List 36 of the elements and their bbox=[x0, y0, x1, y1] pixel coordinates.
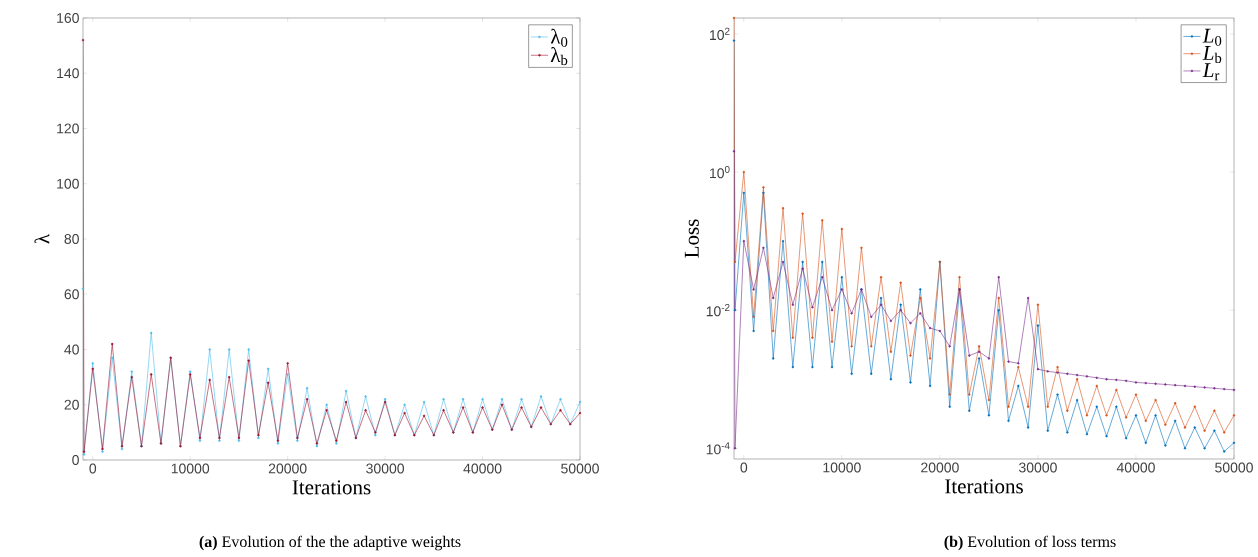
y-tick-label: 10$^{-4}$ bbox=[706, 442, 730, 455]
y-tick-label: 160 bbox=[57, 13, 79, 23]
x-tick-label: 50000 bbox=[1215, 462, 1253, 473]
y-tick-label: 60 bbox=[64, 289, 79, 300]
x-tick-label: 20000 bbox=[268, 463, 307, 474]
y-tick-label: 100 bbox=[57, 178, 79, 189]
y-tick-label: 40 bbox=[64, 344, 79, 355]
x-axis-title: Iterations bbox=[945, 479, 1023, 494]
x-tick-label: 10000 bbox=[823, 462, 861, 473]
x-tick-label: 30000 bbox=[366, 463, 405, 474]
y-tick-label: 10$^{0}$ bbox=[710, 165, 730, 179]
x-tick-label: 40000 bbox=[463, 463, 502, 474]
y-axis-title: λ bbox=[34, 234, 50, 244]
y-tick-label: 20 bbox=[64, 399, 79, 410]
x-tick-label: 30000 bbox=[1019, 462, 1057, 473]
x-tick-label: 40000 bbox=[1116, 462, 1155, 473]
x-axis-title: Iterations bbox=[292, 480, 371, 495]
legend-label: λ$_{0}$ bbox=[550, 28, 568, 47]
x-tick-label: 20000 bbox=[921, 462, 959, 473]
y-tick-label: 0 bbox=[72, 455, 79, 465]
text: (b) Evolution of loss terms bbox=[944, 535, 1116, 551]
x-tick-label: 50000 bbox=[561, 463, 599, 474]
legend-label: λ$_{b}$ bbox=[550, 47, 568, 66]
y-tick-label: 120 bbox=[57, 123, 79, 134]
x-tick-label: 0 bbox=[89, 463, 97, 474]
y-tick-label: 10$^{-2}$ bbox=[706, 304, 730, 317]
legend-label: L$_{r}$ bbox=[1202, 63, 1220, 81]
text: (a) Evolution of the the adaptive weights bbox=[199, 535, 461, 551]
x-tick-label: 0 bbox=[740, 462, 748, 473]
x-tick-label: 10000 bbox=[171, 463, 210, 474]
legend-label: L$_{b}$ bbox=[1202, 46, 1222, 64]
y-tick-label: 80 bbox=[64, 234, 79, 244]
y-tick-label: 10$^{2}$ bbox=[710, 27, 730, 41]
y-axis-title: Loss bbox=[684, 219, 699, 258]
legend-label: L$_{0}$ bbox=[1202, 28, 1222, 46]
y-tick-label: 140 bbox=[57, 68, 79, 79]
